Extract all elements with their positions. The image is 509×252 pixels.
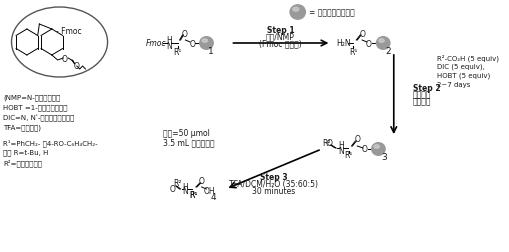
Text: O: O [366, 39, 372, 48]
Text: R²: R² [322, 138, 331, 147]
Text: N: N [183, 187, 188, 196]
Text: H: H [166, 35, 172, 44]
Ellipse shape [293, 8, 299, 12]
Text: 2~7 days: 2~7 days [437, 82, 470, 88]
Text: R¹: R¹ [345, 150, 353, 159]
Text: O: O [359, 29, 365, 38]
Text: 用量=50 μmol: 用量=50 μmol [163, 128, 210, 137]
Text: DIC=N, Nʹ-二异丙基碳二亚胺: DIC=N, Nʹ-二异丙基碳二亚胺 [3, 114, 74, 121]
Text: R²-CO₂H (5 equiv): R²-CO₂H (5 equiv) [437, 54, 499, 61]
Text: O: O [182, 29, 187, 38]
Text: H: H [338, 141, 344, 150]
Ellipse shape [377, 38, 390, 50]
Text: Step 2: Step 2 [413, 83, 441, 92]
Text: HOBT =1-羟基苯并三氮唑: HOBT =1-羟基苯并三氮唑 [3, 104, 67, 111]
Text: 与羧酸的: 与羧酸的 [413, 90, 432, 99]
Text: H₂N: H₂N [336, 38, 351, 47]
Text: TFA/DCM/H₂O (35:60:5): TFA/DCM/H₂O (35:60:5) [229, 179, 318, 188]
Text: O: O [199, 177, 205, 186]
Text: 酰化反应: 酰化反应 [413, 97, 432, 106]
Text: R¹: R¹ [174, 47, 182, 56]
Text: R¹: R¹ [189, 190, 197, 199]
Ellipse shape [372, 143, 385, 156]
Text: H: H [183, 182, 188, 191]
Text: - Fmoc: - Fmoc [56, 26, 82, 35]
Ellipse shape [202, 40, 208, 43]
Text: R¹: R¹ [189, 191, 197, 200]
Text: 3: 3 [381, 152, 387, 161]
Text: O: O [354, 135, 360, 144]
Text: O: O [170, 185, 176, 194]
Text: O: O [326, 138, 332, 147]
Text: O: O [62, 54, 67, 63]
Text: 30 minutes: 30 minutes [252, 186, 295, 195]
Text: R¹=PhCH₂- 或4-RO-C₆H₄CH₂-: R¹=PhCH₂- 或4-RO-C₆H₄CH₂- [3, 139, 98, 146]
Text: R²=各种酰化基团: R²=各种酰化基团 [3, 159, 42, 166]
Ellipse shape [379, 40, 384, 43]
Text: O: O [362, 145, 368, 154]
Text: R²: R² [174, 178, 182, 187]
Text: O: O [189, 39, 195, 48]
Text: Step 1: Step 1 [267, 25, 294, 34]
Text: R¹: R¹ [349, 47, 358, 56]
Text: DIC (5 equiv),: DIC (5 equiv), [437, 64, 485, 70]
Text: 1: 1 [208, 46, 214, 55]
Text: O: O [74, 61, 80, 70]
Text: 在此 R=t-Bu, H: 在此 R=t-Bu, H [3, 149, 48, 156]
Text: N: N [166, 41, 172, 50]
Ellipse shape [290, 6, 305, 20]
Text: 4: 4 [210, 193, 216, 202]
Text: TFA=三氟乙酸): TFA=三氟乙酸) [3, 124, 41, 131]
Text: 2: 2 [385, 46, 391, 55]
Text: 3.5 mL 砂芯反应器: 3.5 mL 砂芯反应器 [163, 138, 215, 147]
Text: = 聚苯乙烯王氏树脂: = 聚苯乙烯王氏树脂 [309, 9, 355, 17]
Text: Step 3: Step 3 [260, 172, 288, 181]
Ellipse shape [374, 145, 379, 149]
Text: HOBT (5 equiv): HOBT (5 equiv) [437, 73, 490, 79]
Ellipse shape [200, 38, 213, 50]
Text: OH: OH [204, 186, 215, 195]
Text: Fmoc: Fmoc [146, 38, 166, 47]
Text: N: N [338, 146, 344, 155]
Text: (NMP=N-甲基吡咯烷酮: (NMP=N-甲基吡咯烷酮 [3, 94, 60, 101]
Text: 哌啶/NMP: 哌啶/NMP [266, 32, 295, 41]
Text: (Fmoc 去保护): (Fmoc 去保护) [259, 39, 302, 48]
